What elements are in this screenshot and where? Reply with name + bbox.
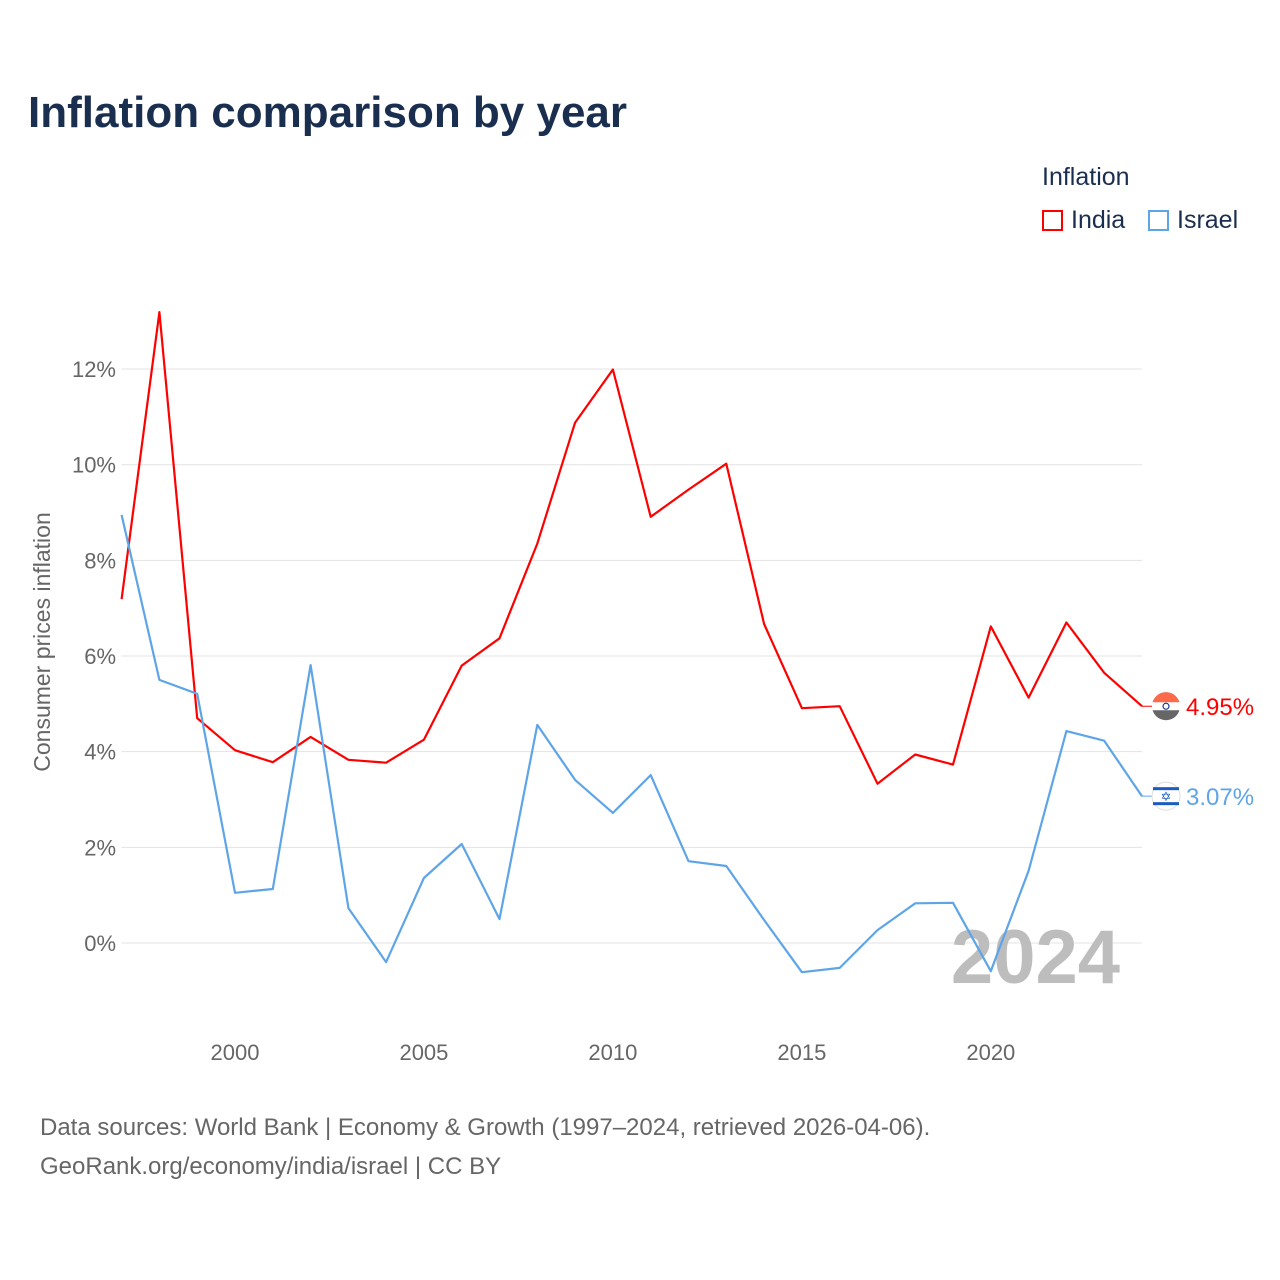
data-point-israel [686, 859, 690, 863]
legend-item-india[interactable]: India [1042, 206, 1125, 235]
data-point-india [724, 462, 728, 466]
data-point-india [800, 706, 804, 710]
source-note: Data sources: World Bank | Economy & Gro… [40, 1108, 930, 1186]
data-point-india [460, 664, 464, 668]
israel-flag-stripe-bottom [1153, 802, 1179, 806]
data-point-israel [913, 901, 917, 905]
data-point-india [120, 597, 124, 601]
data-point-israel [1027, 869, 1031, 873]
y-tick-label: 10% [72, 453, 116, 478]
data-point-india [422, 738, 426, 742]
data-point-israel [724, 864, 728, 868]
india-flag-white [1152, 702, 1180, 711]
source-line-1: Data sources: World Bank | Economy & Gro… [40, 1114, 931, 1141]
data-point-india [233, 748, 237, 752]
data-point-israel [762, 918, 766, 922]
data-point-israel [157, 678, 161, 682]
data-point-israel [535, 723, 539, 727]
data-point-israel [309, 663, 313, 667]
series-line-israel [120, 514, 1143, 974]
data-point-india [762, 622, 766, 626]
data-point-israel [195, 692, 199, 696]
x-tick-label: 2015 [777, 1040, 826, 1065]
y-tick-label: 12% [72, 357, 116, 382]
data-point-israel [233, 891, 237, 895]
data-point-india [1027, 696, 1031, 700]
data-point-israel [875, 928, 879, 932]
data-point-israel [120, 513, 124, 517]
data-point-israel [1102, 739, 1106, 743]
data-point-india [1064, 621, 1068, 625]
chart-title: Inflation comparison by year [28, 88, 628, 137]
year-watermark: 2024 [951, 915, 1120, 1000]
data-point-israel [1064, 729, 1068, 733]
y-tick-label: 8% [84, 548, 116, 573]
legend-swatch-india [1042, 210, 1063, 231]
x-tick-label: 2020 [966, 1040, 1015, 1065]
data-point-israel [573, 778, 577, 782]
data-point-israel [951, 901, 955, 905]
data-point-india [686, 488, 690, 492]
data-point-india [875, 782, 879, 786]
legend-label-india: India [1071, 206, 1126, 234]
israel-flag-star: ✡ [1161, 790, 1172, 805]
data-point-india [573, 421, 577, 425]
data-point-india [157, 310, 161, 314]
y-tick-label: 4% [84, 740, 116, 765]
data-point-india [498, 636, 502, 640]
data-point-israel [460, 842, 464, 846]
data-point-india [951, 763, 955, 767]
data-point-israel [422, 876, 426, 880]
y-tick-label: 0% [84, 931, 116, 956]
legend-label-israel: Israel [1177, 206, 1239, 234]
data-point-india [271, 760, 275, 764]
y-tick-label: 2% [84, 835, 116, 860]
end-label-india: 4.95% [1186, 694, 1254, 721]
data-point-israel [271, 887, 275, 891]
data-point-india [649, 515, 653, 519]
series-line-india [120, 311, 1143, 785]
israel-flag-stripe-top [1153, 787, 1179, 791]
legend-item-israel[interactable]: Israel [1148, 206, 1238, 235]
data-point-india [346, 758, 350, 762]
india-flag-chakra [1162, 702, 1170, 710]
data-point-india [989, 624, 993, 628]
legend-title: Inflation [1042, 163, 1130, 191]
x-tick-label: 2000 [211, 1040, 260, 1065]
y-tick-label: 6% [84, 644, 116, 669]
data-point-israel [649, 773, 653, 777]
source-line-2[interactable]: GeoRank.org/economy/india/israel | CC BY [40, 1153, 502, 1180]
data-point-israel [800, 970, 804, 974]
y-axis-label: Consumer prices inflation [29, 512, 55, 772]
data-point-india [1102, 671, 1106, 675]
data-point-israel [346, 906, 350, 910]
data-point-india [309, 735, 313, 739]
data-point-israel [498, 917, 502, 921]
data-point-india [384, 761, 388, 765]
data-point-india [195, 716, 199, 720]
data-point-india [535, 542, 539, 546]
x-tick-label: 2010 [588, 1040, 637, 1065]
data-point-india [838, 704, 842, 708]
data-point-india [913, 753, 917, 757]
data-point-israel [989, 969, 993, 973]
x-tick-label: 2005 [399, 1040, 448, 1065]
end-label-israel: 3.07% [1186, 784, 1254, 811]
data-point-israel [838, 966, 842, 970]
data-point-india [611, 368, 615, 372]
data-point-israel [611, 811, 615, 815]
data-point-israel [384, 960, 388, 964]
legend-swatch-israel [1148, 210, 1169, 231]
